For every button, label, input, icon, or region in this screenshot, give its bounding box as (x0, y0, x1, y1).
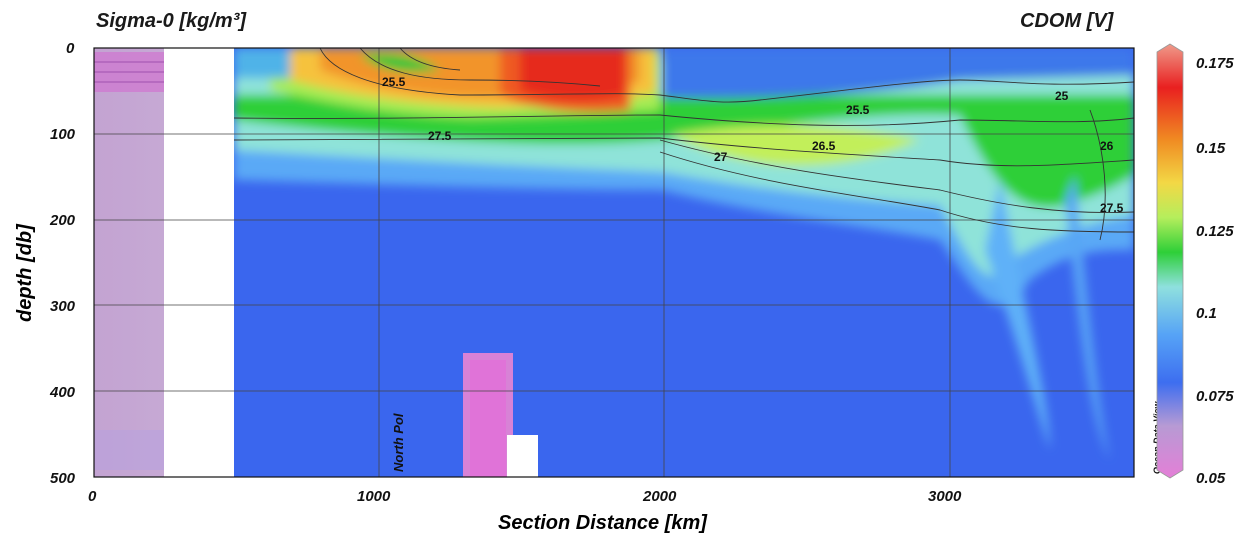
colorbar-tick-label: 0.1 (1196, 305, 1217, 322)
contour-label: 26.5 (812, 139, 836, 153)
colorbar-tick-label: 0.125 (1196, 223, 1234, 240)
y-tick-label: 0 (66, 40, 75, 57)
contour-label: 27.5 (1100, 201, 1124, 215)
north-pole-feature (463, 353, 538, 477)
sigma-panel (94, 48, 234, 477)
contour-label: 27 (714, 150, 728, 164)
contour-label: 26 (1100, 139, 1114, 153)
contour-lines (234, 48, 1134, 241)
contour-label: 27.5 (428, 129, 452, 143)
contour-label-group: 25.5 27.5 25.5 25 27 26.5 26 27.5 (382, 75, 1124, 215)
cdom-field (234, 48, 1134, 477)
grid (94, 48, 1134, 477)
contour-label: 25.5 (382, 75, 406, 89)
x-tick-label: 1000 (357, 488, 391, 505)
colorbar-tick-label: 0.05 (1196, 470, 1226, 487)
colorbar-tick-label: 0.15 (1196, 140, 1226, 157)
right-panel-title: CDOM [V] (1020, 10, 1114, 32)
y-tick-label: 200 (50, 212, 76, 229)
left-panel-title: Sigma-0 [kg/m³] (96, 10, 247, 32)
contour-label: 25 (1055, 89, 1069, 103)
plot-frame (93, 47, 1135, 478)
colorbar (1156, 43, 1184, 479)
colorbar-tick-label: 0.175 (1196, 55, 1234, 72)
y-tick-label: 100 (50, 126, 76, 143)
x-tick-label: 2000 (643, 488, 677, 505)
north-pol-annotation: North Pol (391, 413, 406, 472)
y-tick-label: 400 (50, 384, 76, 401)
colorbar-tick-label: 0.075 (1196, 388, 1234, 405)
x-axis-label: Section Distance [km] (498, 512, 707, 534)
y-tick-label: 300 (50, 298, 76, 315)
contour-label: 25.5 (846, 103, 870, 117)
x-tick-label: 3000 (928, 488, 962, 505)
y-tick-label: 500 (50, 470, 76, 487)
x-tick-label: 0 (88, 488, 97, 505)
